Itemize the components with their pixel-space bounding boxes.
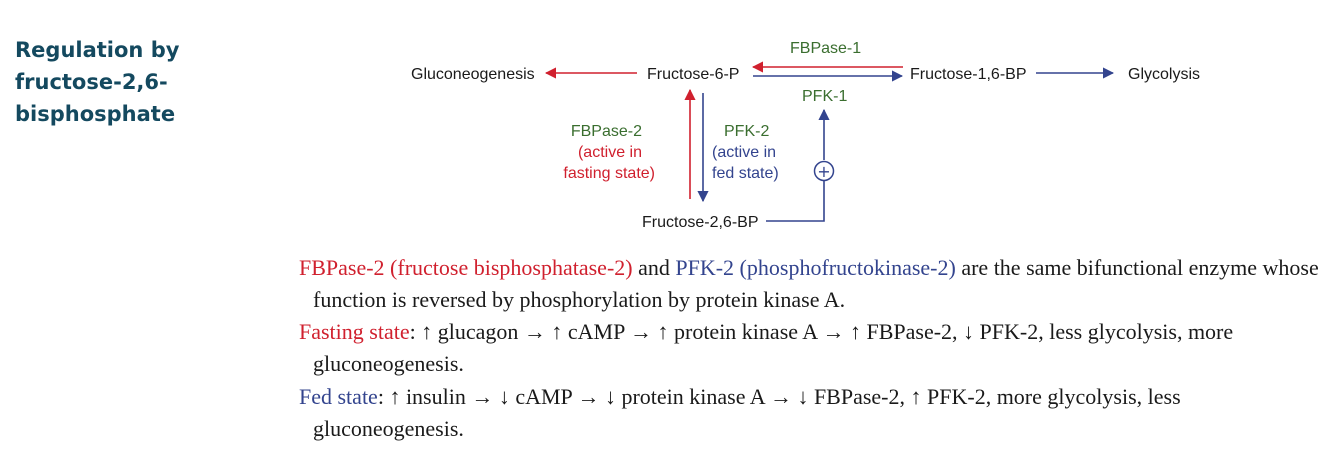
fbpase-2-term: FBPase-2 (fructose bisphosphatase-2) (299, 255, 633, 280)
enzyme-description: are the same bifunctional enzyme whose f… (313, 255, 1319, 312)
fed-state-body: : ↑ insulin → ↓ cAMP → ↓ protein kinase … (313, 384, 1181, 441)
fasting-state-paragraph: Fasting state: ↑ glucagon → ↑ cAMP → ↑ p… (299, 316, 1330, 380)
fbpase-2-note-line2: fasting state) (563, 165, 655, 182)
pfk-2-label: PFK-2 (724, 123, 769, 140)
pfk-2-note-line1: (active in (712, 144, 776, 161)
glycolysis-label: Glycolysis (1128, 66, 1200, 83)
plus-icon: + (813, 160, 835, 182)
fed-state-paragraph: Fed state: ↑ insulin → ↓ cAMP → ↓ protei… (299, 381, 1330, 445)
bifunctional-enzyme-paragraph: FBPase-2 (fructose bisphosphatase-2) and… (299, 252, 1330, 316)
connector-text: and (632, 255, 676, 280)
section-heading: Regulation by fructose-2,6- bisphosphate (15, 38, 180, 126)
pfk-2-term: PFK-2 (phosphofructokinase-2) (675, 255, 956, 280)
fbpase-1-label: FBPase-1 (790, 40, 861, 57)
activation-arrow-f26bp-to-pfk1 (766, 181, 825, 222)
pfk-2-note-line2: fed state) (712, 165, 779, 182)
fasting-state-body: : ↑ glucagon → ↑ cAMP → ↑ protein kinase… (313, 319, 1234, 376)
pathway-diagram: Gluconeogenesis Fructose-6-P Fructose-1,… (411, 40, 1200, 231)
fed-state-label: Fed state (299, 384, 378, 409)
fructose-2-6-bp-label: Fructose-2,6-BP (642, 214, 758, 231)
plus-symbol: + (817, 162, 830, 181)
fructose-1-6-bp-label: Fructose-1,6-BP (910, 66, 1026, 83)
fbpase-2-note-line1: (active in (578, 144, 642, 161)
pfk-1-label: PFK-1 (802, 88, 847, 105)
gluconeogenesis-label: Gluconeogenesis (411, 66, 535, 83)
fasting-state-label: Fasting state (299, 319, 410, 344)
fbpase-2-label: FBPase-2 (571, 123, 642, 140)
fructose-6-p-label: Fructose-6-P (647, 66, 739, 83)
